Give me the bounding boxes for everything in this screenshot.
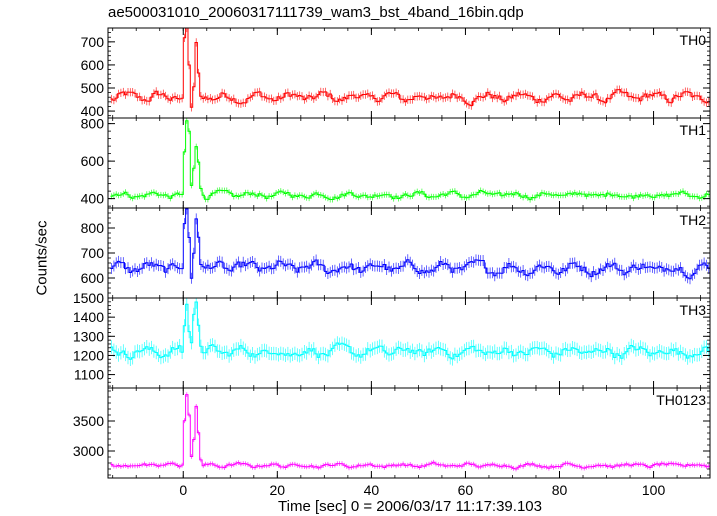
series-line-th1 xyxy=(110,120,710,201)
y-tick-label: 1300 xyxy=(73,328,104,344)
y-tick-label: 600 xyxy=(81,153,105,169)
y-tick-label: 3000 xyxy=(73,443,104,459)
series-errorbars-th2 xyxy=(111,208,710,285)
y-tick-label: 1100 xyxy=(74,367,104,383)
y-tick-label: 700 xyxy=(81,245,105,261)
y-tick-label: 1400 xyxy=(73,309,104,325)
y-tick-label: 600 xyxy=(81,57,105,73)
panel-label-th0123: TH0123 xyxy=(656,392,706,408)
x-tick-label: 40 xyxy=(364,482,380,498)
x-tick-label: 80 xyxy=(552,482,568,498)
panel-label-th0: TH0 xyxy=(680,32,707,48)
panel-frame-th2 xyxy=(107,207,711,299)
x-tick-label: 60 xyxy=(458,482,474,498)
x-axis-label: Time [sec] 0 = 2006/03/17 11:17:39.103 xyxy=(278,498,542,515)
panel-frame-th3 xyxy=(107,297,711,389)
series-line-th0123 xyxy=(110,394,710,470)
series-line-th0 xyxy=(110,28,710,108)
y-tick-label: 1500 xyxy=(73,290,104,306)
panel-label-th3: TH3 xyxy=(680,302,707,318)
y-tick-label: 800 xyxy=(81,116,105,132)
y-tick-label: 700 xyxy=(81,34,105,50)
panel-label-th2: TH2 xyxy=(680,212,707,228)
series-errorbars-th1 xyxy=(111,118,710,203)
y-tick-label: 400 xyxy=(81,191,105,207)
x-tick-label: 20 xyxy=(270,482,286,498)
y-tick-label: 1200 xyxy=(73,347,104,363)
series-line-th3 xyxy=(110,301,710,360)
series-errorbars-th0 xyxy=(111,28,710,112)
y-tick-label: 500 xyxy=(81,80,105,96)
x-tick-label: 100 xyxy=(642,482,666,498)
panel-label-th1: TH1 xyxy=(680,122,707,138)
y-tick-label: 600 xyxy=(81,270,105,286)
y-tick-label: 800 xyxy=(81,220,105,236)
y-tick-label: 3500 xyxy=(73,413,104,429)
series-line-th2 xyxy=(110,208,710,280)
x-tick-label: 0 xyxy=(179,482,187,498)
y-tick-label: 400 xyxy=(81,103,105,119)
chart-title: ae500031010_20060317111739_wam3_bst_4ban… xyxy=(108,4,524,21)
